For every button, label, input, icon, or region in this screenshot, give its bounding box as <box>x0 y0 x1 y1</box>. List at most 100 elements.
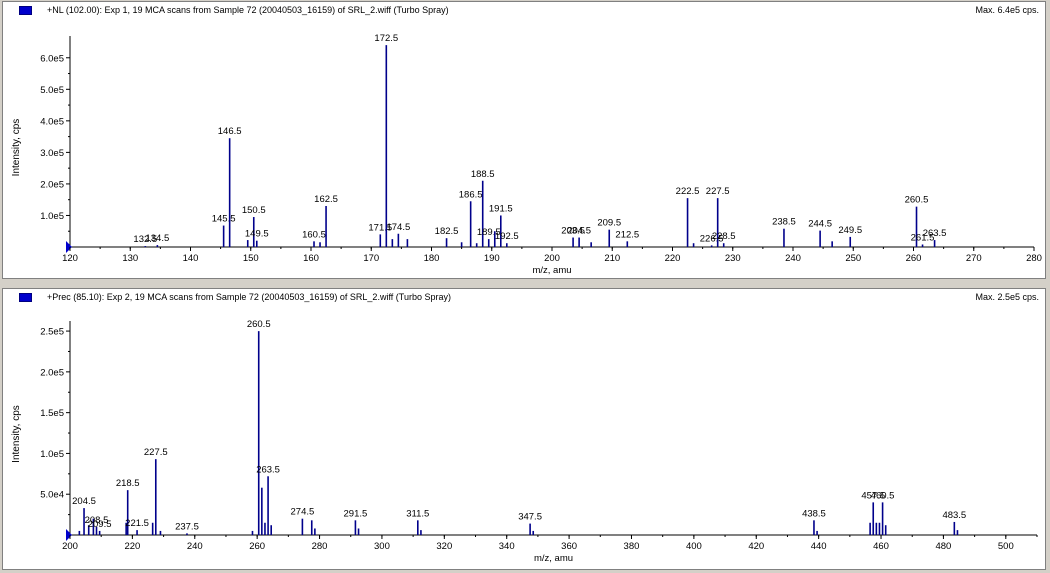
x-tick-label: 260 <box>906 253 922 264</box>
peak-label: 149.5 <box>245 229 269 240</box>
peak-label: 227.5 <box>706 186 730 197</box>
spectrum-plot-1[interactable]: 120 130 140 150 160 170 180 190 200 210 220 230 240 2… <box>3 2 1045 278</box>
x-tick-label: 380 <box>624 541 640 552</box>
y-tick-label: 3.0e5 <box>40 148 64 159</box>
x-tick-label: 140 <box>183 253 199 264</box>
pane-max-intensity: Max. 2.5e5 cps. <box>975 292 1039 302</box>
y-tick-label: 1.5e5 <box>40 408 64 419</box>
x-tick-label: 280 <box>1026 253 1042 264</box>
x-tick-label: 400 <box>686 541 702 552</box>
peak-label: 222.5 <box>676 186 700 197</box>
x-axis-label: m/z, amu <box>534 553 573 564</box>
x-tick-label: 220 <box>665 253 681 264</box>
peak-label: 186.5 <box>459 189 483 200</box>
x-tick-label: 240 <box>785 253 801 264</box>
peak-label: 261.5 <box>911 232 935 243</box>
peak-label: 249.5 <box>838 225 862 236</box>
peak-label: 226.5 <box>700 233 724 244</box>
peak-label: 260.5 <box>905 195 929 206</box>
x-tick-label: 120 <box>62 253 78 264</box>
y-tick-label: 5.0e5 <box>40 85 64 96</box>
x-tick-label: 440 <box>811 541 827 552</box>
x-tick-label: 190 <box>484 253 500 264</box>
peak-label: 227.5 <box>144 447 168 458</box>
y-tick-label: 5.0e4 <box>40 490 64 501</box>
peak-label: 260.5 <box>247 319 271 330</box>
y-axis-label: Intensity, cps <box>11 405 22 463</box>
x-tick-label: 210 <box>604 253 620 264</box>
peak-label: 291.5 <box>344 508 368 519</box>
x-tick-label: 480 <box>935 541 951 552</box>
x-tick-label: 160 <box>303 253 319 264</box>
peak-label: 274.5 <box>291 507 315 518</box>
peak-label: 263.5 <box>923 228 947 239</box>
x-tick-label: 360 <box>561 541 577 552</box>
pane-marker-icon[interactable] <box>19 293 32 302</box>
axis-origin-marker[interactable] <box>66 529 72 541</box>
peak-label: 218.5 <box>116 478 140 489</box>
peak-label: 237.5 <box>175 521 199 532</box>
x-tick-label: 220 <box>124 541 140 552</box>
pane-title: +NL (102.00): Exp 1, 19 MCA scans from S… <box>47 5 449 15</box>
x-tick-label: 260 <box>249 541 265 552</box>
y-tick-label: 1.0e5 <box>40 449 64 460</box>
y-tick-label: 6.0e5 <box>40 53 64 64</box>
peak-label: 221.5 <box>125 518 149 529</box>
peak-label: 460.5 <box>871 490 895 501</box>
spectrum-plot-2[interactable]: 200 220 240 260 280 300 320 340 360 380 400 420 440 4… <box>3 289 1045 569</box>
pane-marker-icon[interactable] <box>19 6 32 15</box>
y-tick-label: 2.5e5 <box>40 327 64 338</box>
x-tick-label: 500 <box>998 541 1014 552</box>
x-tick-label: 280 <box>312 541 328 552</box>
y-tick-label: 1.0e5 <box>40 211 64 222</box>
x-tick-label: 130 <box>122 253 138 264</box>
x-tick-label: 300 <box>374 541 390 552</box>
x-tick-label: 180 <box>424 253 440 264</box>
peak-label: 228.5 <box>712 231 736 242</box>
x-tick-label: 270 <box>966 253 982 264</box>
peak-label: 263.5 <box>256 464 280 475</box>
peak-label: 209.5 <box>597 218 621 229</box>
x-tick-label: 200 <box>62 541 78 552</box>
peak-label: 204.5 <box>567 226 591 237</box>
x-tick-label: 170 <box>363 253 379 264</box>
pane-max-intensity: Max. 6.4e5 cps. <box>975 5 1039 15</box>
x-axis-label: m/z, amu <box>532 265 571 276</box>
spectrum-pane-1[interactable]: +NL (102.00): Exp 1, 19 MCA scans from S… <box>2 1 1046 279</box>
x-tick-label: 340 <box>499 541 515 552</box>
peak-label: 145.5 <box>212 214 236 225</box>
peak-label: 172.5 <box>374 33 398 44</box>
peak-label: 146.5 <box>218 126 242 137</box>
peak-label: 189.5 <box>477 227 501 238</box>
x-tick-label: 420 <box>748 541 764 552</box>
peak-label: 132.5 <box>133 234 157 245</box>
peak-label: 483.5 <box>942 510 966 521</box>
x-tick-label: 250 <box>845 253 861 264</box>
peak-label: 244.5 <box>808 219 832 230</box>
x-tick-label: 150 <box>243 253 259 264</box>
y-tick-label: 4.0e5 <box>40 116 64 127</box>
peak-label: 209.5 <box>88 519 112 530</box>
x-tick-label: 460 <box>873 541 889 552</box>
peak-label: 204.5 <box>72 496 96 507</box>
peak-label: 192.5 <box>495 231 519 242</box>
peak-label: 208.5 <box>85 515 109 526</box>
x-tick-label: 200 <box>544 253 560 264</box>
spectrum-pane-2[interactable]: +Prec (85.10): Exp 2, 19 MCA scans from … <box>2 288 1046 570</box>
peak-label: 150.5 <box>242 205 266 216</box>
pane-splitter[interactable] <box>0 280 1050 287</box>
peak-label: 347.5 <box>518 512 542 523</box>
y-tick-label: 2.0e5 <box>40 179 64 190</box>
pane-title: +Prec (85.10): Exp 2, 19 MCA scans from … <box>47 292 451 302</box>
peak-label: 182.5 <box>435 226 459 237</box>
peak-label: 311.5 <box>406 508 429 519</box>
peak-label: 188.5 <box>471 169 495 180</box>
axis-origin-marker[interactable] <box>66 241 72 253</box>
x-tick-label: 320 <box>436 541 452 552</box>
peak-label: 191.5 <box>489 203 513 214</box>
peak-label: 174.5 <box>386 222 410 233</box>
peak-label: 203.5 <box>561 226 585 237</box>
peak-label: 134.5 <box>145 233 169 244</box>
y-axis-label: Intensity, cps <box>11 119 22 177</box>
x-tick-label: 240 <box>187 541 203 552</box>
